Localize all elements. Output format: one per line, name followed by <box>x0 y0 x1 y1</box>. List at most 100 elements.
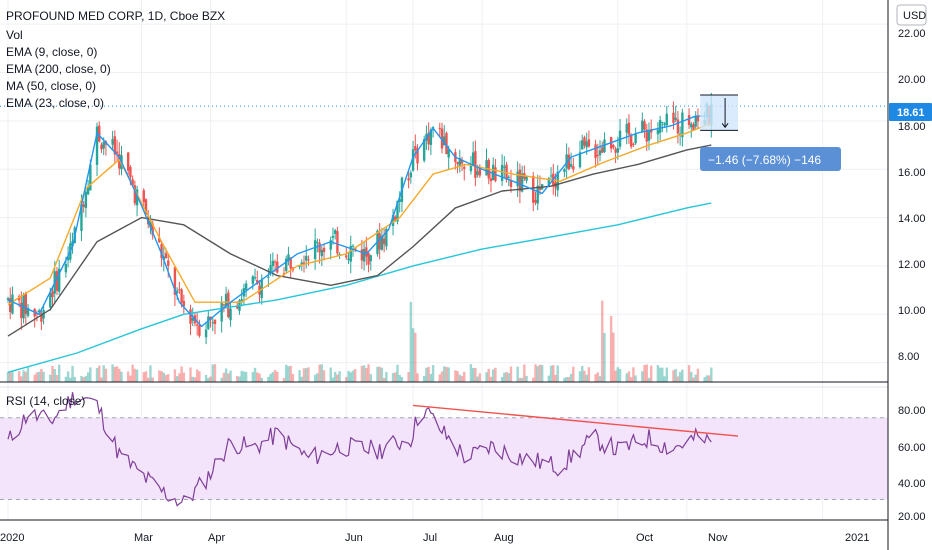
indicator-legend[interactable]: Vol <box>6 28 23 42</box>
volume-bar <box>634 375 637 382</box>
candle-body <box>661 121 664 123</box>
rsi-trendline <box>413 404 739 437</box>
volume-bar <box>82 377 85 382</box>
candle-body <box>549 175 553 177</box>
candle-body <box>594 144 597 158</box>
candle-body <box>229 308 232 321</box>
candle-body <box>569 163 573 167</box>
price-label: 10.00 <box>898 305 926 317</box>
candle-body <box>80 204 83 231</box>
candle-body <box>331 235 335 238</box>
candle-body <box>676 119 680 134</box>
indicator-legend[interactable]: MA (50, close, 0) <box>6 79 96 93</box>
volume-bar <box>456 371 459 382</box>
indicator-legend[interactable]: EMA (23, close, 0) <box>6 96 104 110</box>
measure-tool[interactable] <box>700 94 739 131</box>
candle-body <box>322 248 326 252</box>
candle-body <box>180 289 183 303</box>
candle-body <box>378 233 381 250</box>
price-axis[interactable]: 22.00 20.00 18.00 16.00 14.00 12.00 10.0… <box>898 28 926 363</box>
candle-body <box>276 261 279 273</box>
volume-bar <box>478 373 482 382</box>
candle-body <box>213 319 217 325</box>
legend[interactable]: PROFOUND MED CORP, 1D, Cboe BZX Vol EMA … <box>6 9 225 408</box>
candle-body <box>478 168 482 176</box>
rsi-label: 40.00 <box>898 478 926 490</box>
volume-bar <box>534 364 537 382</box>
volume-bar <box>102 365 105 382</box>
candle-body <box>354 247 357 251</box>
volume-bar <box>240 370 243 382</box>
rsi-label: 80.00 <box>898 405 926 417</box>
volume-bar <box>476 376 479 382</box>
candle-body <box>129 167 132 178</box>
symbol-title[interactable]: PROFOUND MED CORP, 1D, Cboe BZX <box>6 9 225 23</box>
candle-body <box>696 116 700 122</box>
candle-body <box>456 162 459 165</box>
candle-body <box>287 254 290 261</box>
currency-button[interactable]: USD <box>896 4 927 26</box>
candle-body <box>207 316 210 329</box>
volume-bar <box>11 371 14 382</box>
volume-bar <box>598 376 602 382</box>
price-label: 12.00 <box>898 259 926 271</box>
volume-bar <box>658 367 662 382</box>
candle-body <box>84 191 88 208</box>
volume-bar <box>144 371 148 382</box>
candle-body <box>414 146 417 151</box>
volume-bar <box>474 367 477 382</box>
candle-body <box>316 241 319 243</box>
volume-bar <box>244 371 248 382</box>
indicator-legend[interactable]: EMA (9, close, 0) <box>6 45 97 59</box>
volume-bar <box>674 368 677 382</box>
candle-body <box>369 255 372 262</box>
volume-bar <box>438 374 441 382</box>
candle-body <box>267 276 270 278</box>
volume-bar <box>696 368 700 382</box>
time-axis[interactable]: 2020 Mar Apr Jun Jul Aug Oct Nov 2021 <box>0 532 869 544</box>
volume-bar <box>349 372 352 382</box>
volume-bar <box>690 371 693 382</box>
volume-bar <box>549 365 553 382</box>
time-label: Aug <box>494 532 514 544</box>
volume-bar <box>256 372 259 382</box>
volume-bar <box>703 377 706 382</box>
volume-bar <box>398 374 401 382</box>
candle-body <box>629 134 633 147</box>
volume-bar <box>507 373 510 382</box>
candle-body <box>572 166 575 170</box>
rsi-title[interactable]: RSI (14, close) <box>6 394 85 408</box>
rsi-band-fill <box>0 417 888 500</box>
volume-bar <box>618 368 622 382</box>
candle-body <box>142 190 145 203</box>
candle-body <box>396 200 399 222</box>
rsi-indicator <box>7 392 739 507</box>
volume-bar <box>300 376 303 382</box>
candle-body <box>469 164 473 172</box>
candle-body <box>113 136 117 155</box>
volume-bar <box>705 375 709 382</box>
volume-bar <box>523 364 526 382</box>
candle-body <box>429 129 433 145</box>
volume-bar <box>625 373 628 382</box>
price-label: 16.00 <box>898 167 926 179</box>
volume-bar <box>487 368 490 382</box>
candle-body <box>598 150 602 156</box>
candle-body <box>349 245 352 262</box>
volume-bar <box>616 367 620 382</box>
volume-bar <box>572 366 575 382</box>
volume-bar <box>313 374 317 382</box>
indicator-legend[interactable]: EMA (200, close, 0) <box>6 62 111 76</box>
volume-bar <box>69 377 72 382</box>
candle-body <box>422 139 426 161</box>
volume-bar <box>111 364 114 382</box>
candle-body <box>151 223 154 235</box>
candle-body <box>115 151 119 154</box>
candle-body <box>298 265 301 267</box>
candle-body <box>672 112 675 123</box>
volume-bar <box>414 332 417 382</box>
volume-bar <box>650 365 653 382</box>
volume-bar <box>84 376 88 382</box>
volume-bar <box>142 372 145 382</box>
